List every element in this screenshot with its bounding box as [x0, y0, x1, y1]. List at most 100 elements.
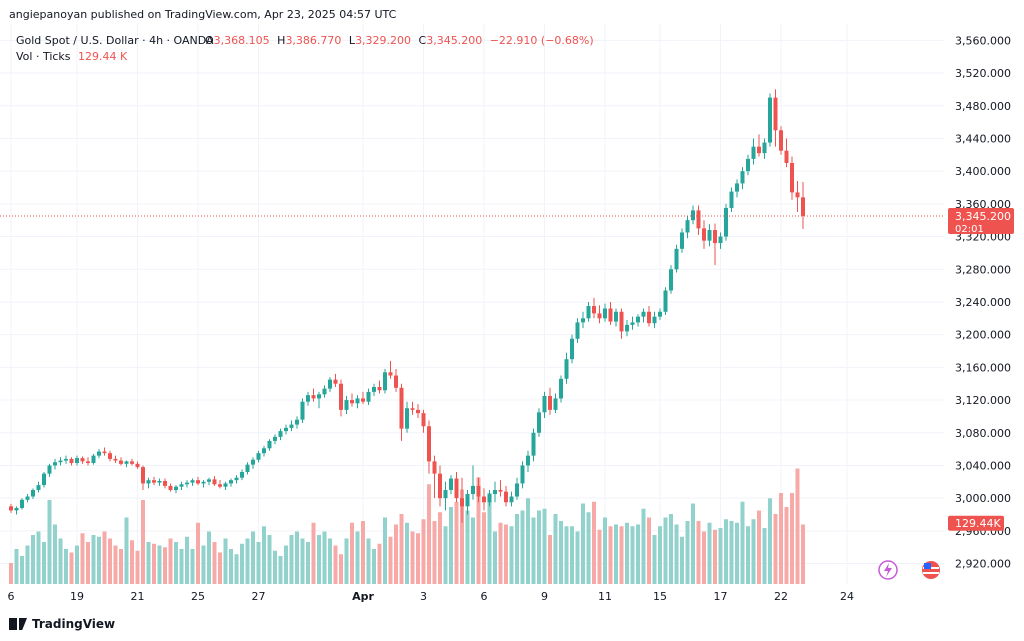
volume-bar — [465, 510, 470, 584]
candle — [86, 457, 90, 466]
candle-body — [190, 480, 195, 483]
volume-bar — [586, 512, 591, 584]
volume-bar — [300, 538, 305, 584]
candle — [229, 478, 233, 487]
us-flag-icon[interactable] — [922, 561, 940, 579]
candle — [53, 458, 57, 470]
candle-body — [223, 483, 228, 487]
volume-bar — [487, 493, 492, 584]
candle-body — [641, 311, 646, 317]
candle — [636, 314, 640, 327]
candle-body — [498, 489, 503, 492]
legend-l-value: 3,329.200 — [355, 34, 411, 47]
current-price-value: 3,345.200 — [955, 210, 1011, 223]
candle-body — [487, 494, 492, 503]
replay-icon[interactable] — [878, 560, 898, 580]
volume-bar — [190, 549, 195, 584]
x-tick-label: 22 — [774, 590, 788, 603]
candle — [212, 476, 217, 486]
candle — [174, 485, 178, 494]
candle-body — [460, 498, 464, 507]
candle-body — [509, 496, 514, 503]
candlesticks — [9, 89, 805, 523]
candle — [80, 456, 85, 464]
volume-bar — [482, 512, 486, 584]
candle-body — [311, 395, 316, 399]
volume-bar — [388, 536, 393, 584]
volume-bar — [262, 526, 266, 584]
volume-bar — [86, 542, 90, 584]
volume-bar — [773, 514, 778, 584]
candle — [718, 232, 723, 249]
candle — [603, 303, 607, 322]
legend-volume[interactable]: Vol · Ticks 129.44 K — [16, 50, 128, 63]
candle — [135, 461, 140, 469]
x-tick-label: 15 — [653, 590, 667, 603]
volume-bar — [14, 549, 19, 584]
volume-bar — [47, 500, 52, 584]
candle-body — [80, 458, 85, 462]
candle-body — [432, 461, 437, 474]
candle — [696, 205, 701, 235]
volume-bar — [58, 538, 63, 584]
volume-bar — [97, 536, 101, 584]
footer-brand[interactable]: TradingView — [9, 617, 115, 631]
candle-body — [300, 401, 305, 420]
volume-bar — [102, 531, 107, 584]
candle — [328, 377, 332, 392]
candle-body — [245, 464, 250, 472]
candle-body — [399, 387, 404, 429]
x-tick-label: 11 — [598, 590, 612, 603]
candle — [548, 387, 552, 415]
y-tick-label: 3,560.000 — [955, 34, 1011, 47]
candle-body — [262, 448, 266, 454]
candle-body — [69, 458, 74, 464]
volume-bar — [69, 552, 74, 584]
candle — [240, 469, 244, 481]
candle — [735, 179, 739, 198]
candle — [762, 138, 767, 159]
candle — [317, 391, 321, 409]
volume-bar — [592, 501, 596, 584]
candle-body — [146, 480, 151, 484]
price-chart-svg[interactable]: 3,560.000 3,520.000 3,480.000 3,440.000 3,40… — [0, 24, 1024, 612]
candle-body — [597, 313, 602, 319]
legend-c-value: 3,345.200 — [426, 34, 482, 47]
candle-body — [740, 171, 745, 184]
candle — [537, 408, 541, 437]
volume-bar — [251, 531, 255, 584]
candle-body — [377, 386, 382, 391]
candle — [306, 391, 310, 406]
candle-body — [168, 485, 173, 490]
candle — [256, 450, 261, 463]
volume-bar — [685, 521, 690, 584]
chart-area[interactable]: 3,560.000 3,520.000 3,480.000 3,440.000 3,40… — [0, 24, 1024, 612]
candle — [493, 481, 497, 503]
x-tick-label: 27 — [252, 590, 266, 603]
candle-body — [476, 485, 481, 497]
volume-bar — [674, 524, 679, 584]
candle — [625, 319, 629, 337]
x-tick-label: 21 — [131, 590, 145, 603]
volume-bar — [443, 526, 448, 584]
candle-body — [449, 478, 453, 490]
candle-body — [152, 480, 156, 483]
candle-body — [97, 451, 101, 456]
x-tick-label: 6 — [481, 590, 488, 603]
candle-body — [608, 308, 613, 322]
legend-o-label: O — [205, 34, 214, 47]
candle — [680, 228, 684, 253]
candle — [465, 489, 470, 515]
candle — [36, 481, 41, 493]
legend-symbol[interactable]: Gold Spot / U.S. Dollar · 4h · OANDA — [16, 34, 214, 47]
candle-body — [564, 359, 569, 379]
candle — [245, 462, 250, 475]
current-volume-tag: 129.44K — [948, 515, 1004, 531]
candle-body — [691, 210, 695, 221]
volume-bar — [273, 550, 277, 584]
volume-bar — [91, 535, 96, 584]
volume-bar — [515, 514, 519, 584]
candle-body — [570, 338, 574, 360]
volume-bar — [157, 545, 162, 584]
candle-body — [366, 391, 371, 402]
